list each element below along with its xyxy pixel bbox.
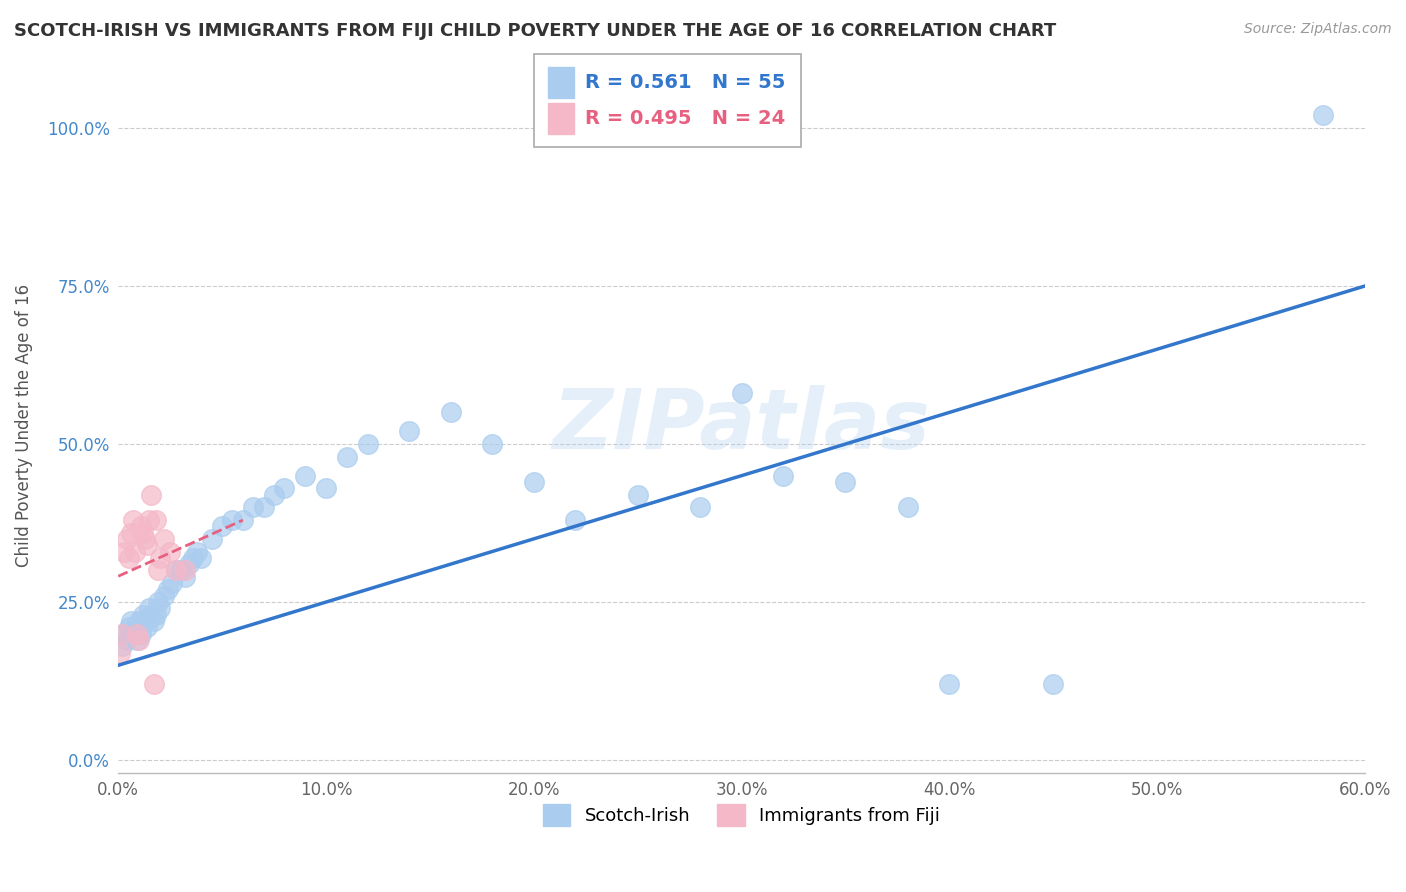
Point xyxy=(129,626,152,640)
Point xyxy=(115,532,138,546)
Point xyxy=(336,450,359,464)
Text: R = 0.561   N = 55: R = 0.561 N = 55 xyxy=(585,73,786,92)
Point xyxy=(181,550,204,565)
Point xyxy=(1312,108,1334,122)
Point xyxy=(834,475,856,489)
Text: SCOTCH-IRISH VS IMMIGRANTS FROM FIJI CHILD POVERTY UNDER THE AGE OF 16 CORRELATI: SCOTCH-IRISH VS IMMIGRANTS FROM FIJI CHI… xyxy=(14,22,1056,40)
Point xyxy=(129,519,152,533)
Point xyxy=(120,614,142,628)
Point xyxy=(173,570,195,584)
Point xyxy=(153,589,176,603)
Point xyxy=(138,513,160,527)
Point xyxy=(138,601,160,615)
Point xyxy=(110,646,132,660)
Point xyxy=(232,513,254,527)
Point xyxy=(117,550,139,565)
Text: ZIPatlas: ZIPatlas xyxy=(553,384,931,466)
Point xyxy=(221,513,243,527)
Point xyxy=(938,677,960,691)
Point xyxy=(124,544,146,558)
Y-axis label: Child Poverty Under the Age of 16: Child Poverty Under the Age of 16 xyxy=(15,284,32,566)
Point xyxy=(134,532,156,546)
Point xyxy=(190,550,212,565)
Point xyxy=(186,544,208,558)
Point xyxy=(121,513,143,527)
Point xyxy=(165,564,187,578)
Point xyxy=(111,626,134,640)
Point xyxy=(142,677,165,691)
Point xyxy=(730,386,752,401)
Point xyxy=(149,550,172,565)
Point xyxy=(114,626,136,640)
Point xyxy=(315,481,337,495)
Point xyxy=(294,468,316,483)
Point xyxy=(564,513,586,527)
Point xyxy=(125,632,148,647)
Point xyxy=(124,620,146,634)
Point xyxy=(146,564,169,578)
Point xyxy=(1042,677,1064,691)
Point xyxy=(117,620,139,634)
Point xyxy=(211,519,233,533)
Point xyxy=(689,500,711,515)
Point xyxy=(136,538,159,552)
Point xyxy=(273,481,295,495)
Point xyxy=(132,525,155,540)
Point xyxy=(145,513,167,527)
Point xyxy=(159,544,181,558)
Point xyxy=(132,607,155,622)
Point xyxy=(146,595,169,609)
Point xyxy=(201,532,224,546)
Point xyxy=(128,614,150,628)
Point xyxy=(134,614,156,628)
Point xyxy=(772,468,794,483)
Point xyxy=(142,614,165,628)
Point xyxy=(121,626,143,640)
Text: R = 0.495   N = 24: R = 0.495 N = 24 xyxy=(585,109,785,128)
Point xyxy=(136,620,159,634)
Point xyxy=(115,632,138,647)
Point xyxy=(253,500,276,515)
Point xyxy=(157,582,180,597)
Point xyxy=(177,557,200,571)
Point xyxy=(242,500,264,515)
Point xyxy=(145,607,167,622)
Text: Source: ZipAtlas.com: Source: ZipAtlas.com xyxy=(1244,22,1392,37)
Point xyxy=(481,437,503,451)
Point xyxy=(356,437,378,451)
Legend: Scotch-Irish, Immigrants from Fiji: Scotch-Irish, Immigrants from Fiji xyxy=(536,797,948,833)
Point xyxy=(165,564,187,578)
Point xyxy=(141,488,163,502)
Point xyxy=(263,488,285,502)
Point xyxy=(114,544,136,558)
Point xyxy=(162,576,184,591)
Point xyxy=(169,564,191,578)
Point xyxy=(440,405,463,419)
Point xyxy=(523,475,546,489)
Point xyxy=(125,626,148,640)
Point xyxy=(111,640,134,654)
Point xyxy=(627,488,650,502)
Point xyxy=(128,632,150,647)
Point xyxy=(398,425,420,439)
Point xyxy=(141,607,163,622)
Point xyxy=(153,532,176,546)
Point xyxy=(897,500,920,515)
Point xyxy=(173,564,195,578)
Point xyxy=(149,601,172,615)
Point xyxy=(120,525,142,540)
